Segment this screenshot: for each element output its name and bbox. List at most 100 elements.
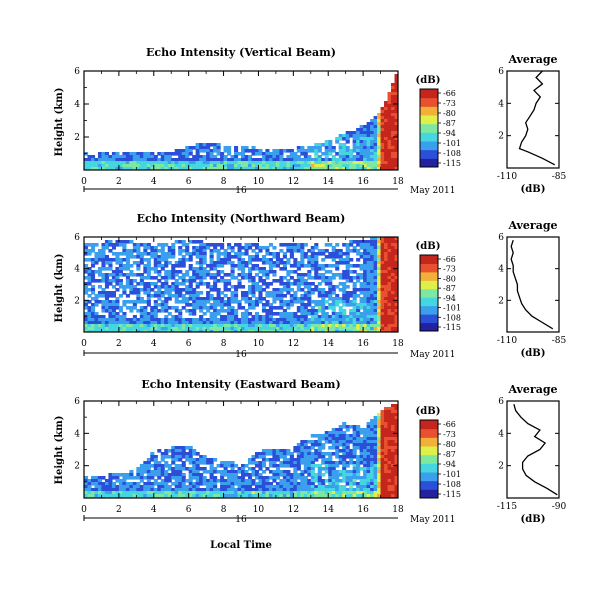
heat-cell <box>289 161 294 165</box>
heat-cell <box>227 255 232 259</box>
heat-cell <box>324 461 329 465</box>
heat-cell <box>164 158 169 162</box>
heat-cell <box>241 294 246 298</box>
heat-cell <box>345 152 350 156</box>
heat-cell <box>247 488 253 492</box>
heat-cell <box>87 294 92 298</box>
heat-cell <box>129 252 134 256</box>
heat-cell <box>143 485 148 489</box>
heat-cell <box>192 458 197 462</box>
heat-cell <box>286 318 291 322</box>
heat-cell <box>223 464 228 468</box>
heat-cell <box>265 294 270 298</box>
heat-cell <box>342 143 347 147</box>
heat-cell <box>216 494 221 498</box>
heat-cell <box>310 479 315 483</box>
heat-cell <box>261 261 267 265</box>
heat-cell <box>363 300 368 304</box>
heat-cell <box>101 249 106 253</box>
heat-cell <box>129 309 134 313</box>
heat-cell <box>178 264 183 268</box>
heat-cell <box>97 152 103 156</box>
heat-cell <box>359 291 364 295</box>
heat-cell <box>227 167 232 170</box>
heat-cell <box>153 249 158 253</box>
heat-cell <box>125 161 130 165</box>
heat-cell <box>370 327 375 331</box>
heat-cell <box>377 440 382 444</box>
heat-cell <box>241 473 246 477</box>
heat-cell <box>216 261 221 265</box>
heat-cell <box>289 270 294 274</box>
heat-cell <box>111 327 116 331</box>
heat-cell <box>90 264 96 268</box>
colorbar-frame <box>419 254 439 332</box>
heat-cell <box>199 303 204 307</box>
heat-cell <box>125 152 130 156</box>
heat-cell <box>373 428 378 432</box>
heat-cell <box>104 161 110 165</box>
heat-cell <box>136 246 141 250</box>
heat-cell <box>97 252 103 256</box>
heat-cell <box>363 240 368 244</box>
heat-cell <box>391 161 396 165</box>
heat-cell <box>150 288 155 292</box>
heat-cell <box>338 137 343 141</box>
heat-cell <box>181 152 186 156</box>
heat-cell <box>192 306 197 310</box>
heat-cell <box>108 291 113 295</box>
heat-cell <box>370 261 375 265</box>
heat-cell <box>282 482 287 486</box>
heat-cell <box>377 488 382 492</box>
heat-cell <box>146 318 151 322</box>
heat-cell <box>230 315 235 319</box>
heat-cell <box>157 485 162 489</box>
heat-cell <box>384 327 389 331</box>
heat-cell <box>132 318 137 322</box>
heat-cell <box>370 321 375 325</box>
heat-cell <box>185 446 190 450</box>
heat-cell <box>356 294 361 298</box>
heat-cell <box>254 264 260 268</box>
heat-cell <box>286 324 291 328</box>
heat-cell <box>324 431 329 435</box>
heat-cell <box>150 282 155 286</box>
heat-cell <box>296 446 301 450</box>
heat-cell <box>370 303 375 307</box>
heat-cell <box>97 155 103 159</box>
heat-cell <box>338 324 343 328</box>
heat-cell <box>164 482 169 486</box>
heat-cell <box>90 276 96 280</box>
heat-cell <box>174 152 179 156</box>
heat-cell <box>380 276 385 280</box>
heat-cell <box>251 164 256 168</box>
heat-cell <box>139 255 144 259</box>
heat-cell <box>317 252 322 256</box>
heat-cell <box>164 485 169 489</box>
heat-cell <box>122 158 127 162</box>
heat-cell <box>199 461 204 465</box>
heat-cell <box>227 164 232 168</box>
heat-cell <box>370 167 375 170</box>
heat-cell <box>153 455 158 459</box>
heat-cell <box>335 152 340 156</box>
heat-cell <box>234 291 239 295</box>
heat-cell <box>181 321 186 325</box>
heat-cell <box>234 158 239 162</box>
heat-cell <box>174 458 179 462</box>
heat-cell <box>296 452 301 456</box>
heat-cell <box>338 161 343 165</box>
heat-cell <box>303 297 308 301</box>
heat-cell <box>199 270 204 274</box>
panel-title: Echo Intensity (Vertical Beam) <box>146 46 336 59</box>
heat-cell <box>104 297 110 301</box>
heat-cell <box>307 164 312 168</box>
heat-cell <box>356 434 361 438</box>
heat-cell <box>164 491 169 495</box>
heat-cell <box>349 440 354 444</box>
heat-cell <box>150 458 155 462</box>
heat-cell <box>181 158 186 162</box>
heat-cell <box>241 285 246 289</box>
heat-cell <box>300 473 305 477</box>
heat-cell <box>181 488 186 492</box>
